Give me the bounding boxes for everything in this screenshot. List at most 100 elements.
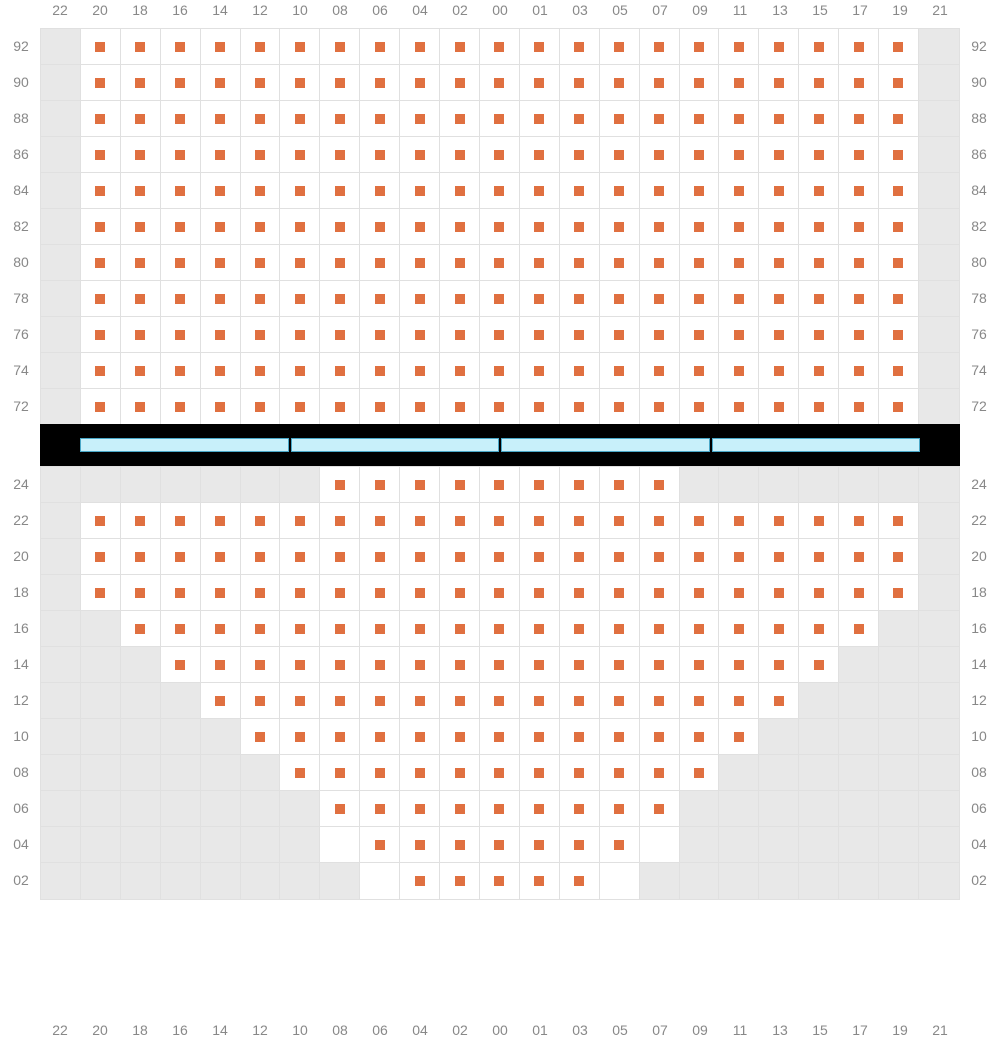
seat-cell[interactable] bbox=[440, 173, 480, 209]
seat-cell[interactable] bbox=[799, 503, 839, 539]
seat-cell[interactable] bbox=[719, 281, 759, 317]
seat-cell[interactable] bbox=[280, 173, 320, 209]
seat-cell[interactable] bbox=[201, 65, 241, 101]
seat-cell[interactable] bbox=[440, 647, 480, 683]
seat-cell[interactable] bbox=[600, 827, 640, 863]
seat-cell[interactable] bbox=[81, 173, 121, 209]
seat-cell[interactable] bbox=[560, 575, 600, 611]
seat-cell[interactable] bbox=[161, 173, 201, 209]
seat-cell[interactable] bbox=[121, 281, 161, 317]
seat-cell[interactable] bbox=[520, 245, 560, 281]
seat-cell[interactable] bbox=[640, 611, 680, 647]
seat-cell[interactable] bbox=[759, 101, 799, 137]
seat-cell[interactable] bbox=[560, 683, 600, 719]
seat-cell[interactable] bbox=[640, 719, 680, 755]
seat-cell[interactable] bbox=[121, 503, 161, 539]
seat-cell[interactable] bbox=[400, 863, 440, 899]
seat-cell[interactable] bbox=[759, 137, 799, 173]
seat-cell[interactable] bbox=[680, 647, 720, 683]
seat-cell[interactable] bbox=[400, 611, 440, 647]
seat-cell[interactable] bbox=[480, 209, 520, 245]
seat-cell[interactable] bbox=[600, 245, 640, 281]
seat-cell[interactable] bbox=[640, 467, 680, 503]
seat-cell[interactable] bbox=[480, 539, 520, 575]
seat-cell[interactable] bbox=[520, 281, 560, 317]
seat-cell[interactable] bbox=[600, 65, 640, 101]
seat-cell[interactable] bbox=[839, 173, 879, 209]
seat-cell[interactable] bbox=[799, 317, 839, 353]
seat-cell[interactable] bbox=[680, 65, 720, 101]
seat-cell[interactable] bbox=[839, 245, 879, 281]
seat-cell[interactable] bbox=[201, 575, 241, 611]
seat-cell[interactable] bbox=[719, 173, 759, 209]
seat-cell[interactable] bbox=[241, 611, 281, 647]
seat-cell[interactable] bbox=[360, 317, 400, 353]
seat-cell[interactable] bbox=[320, 719, 360, 755]
seat-cell[interactable] bbox=[121, 29, 161, 65]
seat-cell[interactable] bbox=[600, 209, 640, 245]
seat-cell[interactable] bbox=[280, 575, 320, 611]
seat-cell[interactable] bbox=[680, 389, 720, 425]
seat-cell[interactable] bbox=[640, 791, 680, 827]
seat-cell[interactable] bbox=[480, 647, 520, 683]
seat-cell[interactable] bbox=[280, 317, 320, 353]
seat-cell[interactable] bbox=[560, 611, 600, 647]
seat-cell[interactable] bbox=[759, 209, 799, 245]
seat-cell[interactable] bbox=[680, 29, 720, 65]
seat-cell[interactable] bbox=[400, 281, 440, 317]
seat-cell[interactable] bbox=[440, 281, 480, 317]
seat-cell[interactable] bbox=[360, 503, 400, 539]
seat-cell[interactable] bbox=[320, 209, 360, 245]
seat-cell[interactable] bbox=[440, 755, 480, 791]
seat-cell[interactable] bbox=[161, 611, 201, 647]
seat-cell[interactable] bbox=[241, 719, 281, 755]
seat-cell[interactable] bbox=[121, 389, 161, 425]
seat-cell[interactable] bbox=[759, 317, 799, 353]
seat-cell[interactable] bbox=[360, 29, 400, 65]
seat-cell[interactable] bbox=[320, 467, 360, 503]
seat-cell[interactable] bbox=[560, 539, 600, 575]
seat-cell[interactable] bbox=[201, 101, 241, 137]
seat-cell[interactable] bbox=[799, 173, 839, 209]
seat-cell[interactable] bbox=[280, 611, 320, 647]
seat-cell[interactable] bbox=[440, 827, 480, 863]
seat-cell[interactable] bbox=[121, 317, 161, 353]
seat-cell[interactable] bbox=[879, 245, 919, 281]
seat-cell[interactable] bbox=[719, 29, 759, 65]
seat-cell[interactable] bbox=[879, 137, 919, 173]
seat-cell[interactable] bbox=[201, 683, 241, 719]
seat-cell[interactable] bbox=[400, 101, 440, 137]
seat-cell[interactable] bbox=[400, 353, 440, 389]
seat-cell[interactable] bbox=[879, 281, 919, 317]
seat-cell[interactable] bbox=[81, 209, 121, 245]
seat-cell[interactable] bbox=[600, 575, 640, 611]
seat-cell[interactable] bbox=[121, 539, 161, 575]
seat-cell[interactable] bbox=[400, 245, 440, 281]
seat-cell[interactable] bbox=[640, 29, 680, 65]
seat-cell[interactable] bbox=[560, 503, 600, 539]
seat-cell[interactable] bbox=[520, 539, 560, 575]
seat-cell[interactable] bbox=[320, 611, 360, 647]
seat-cell[interactable] bbox=[320, 137, 360, 173]
seat-cell[interactable] bbox=[759, 611, 799, 647]
seat-cell[interactable] bbox=[520, 683, 560, 719]
seat-cell[interactable] bbox=[600, 389, 640, 425]
seat-cell[interactable] bbox=[560, 467, 600, 503]
seat-cell[interactable] bbox=[161, 353, 201, 389]
seat-cell[interactable] bbox=[201, 281, 241, 317]
seat-cell[interactable] bbox=[360, 827, 400, 863]
seat-cell[interactable] bbox=[520, 503, 560, 539]
seat-cell[interactable] bbox=[600, 101, 640, 137]
seat-cell[interactable] bbox=[560, 647, 600, 683]
seat-cell[interactable] bbox=[520, 65, 560, 101]
seat-cell[interactable] bbox=[520, 611, 560, 647]
seat-cell[interactable] bbox=[320, 575, 360, 611]
seat-cell[interactable] bbox=[560, 173, 600, 209]
seat-cell[interactable] bbox=[241, 65, 281, 101]
seat-cell[interactable] bbox=[400, 503, 440, 539]
seat-cell[interactable] bbox=[600, 173, 640, 209]
seat-cell[interactable] bbox=[680, 683, 720, 719]
seat-cell[interactable] bbox=[400, 539, 440, 575]
seat-cell[interactable] bbox=[320, 791, 360, 827]
seat-cell[interactable] bbox=[201, 539, 241, 575]
